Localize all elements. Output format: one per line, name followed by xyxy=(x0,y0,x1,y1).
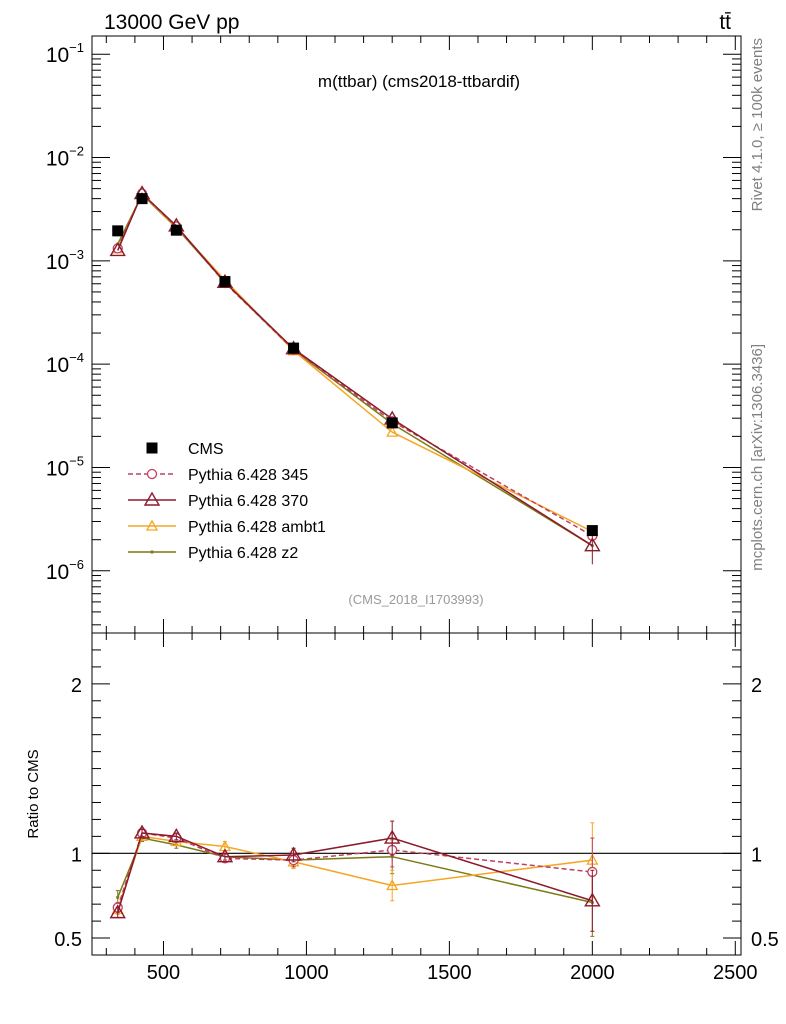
ratio-point-pythia-6-428-370 xyxy=(285,846,302,861)
main-y-tick-exponent: −3 xyxy=(69,247,84,262)
ratio-point-pythia-6-428-ambt1 xyxy=(386,879,399,891)
main-y-tick-exponent: −4 xyxy=(69,350,84,365)
ratio-point-pythia-6-428-370 xyxy=(168,827,185,843)
ratio-point-pythia-6-428-370 xyxy=(383,829,401,844)
main-y-tick-exponent: −5 xyxy=(69,453,84,468)
legend-label-cms: CMS xyxy=(188,441,224,458)
legend-label-pythia-6-428-ambt1: Pythia 6.428 ambt1 xyxy=(188,519,326,536)
energy-label: 13000 GeV pp xyxy=(104,11,239,34)
ratio-y-tick-label: 0.5 xyxy=(54,929,82,951)
main-axis-ticks: 10−1 10−2 10−3 10−4 10−5 10−6 xyxy=(46,36,741,633)
main-point-cms xyxy=(219,276,231,288)
ratio-x-tick-label: 1500 xyxy=(427,962,472,984)
ratio-point-pythia-6-428-370 xyxy=(109,904,126,919)
main-point-cms xyxy=(112,225,124,237)
main-point-cms xyxy=(586,525,598,537)
process-label: tt̄ xyxy=(719,11,731,34)
ratio-point-pythia-6-428-z2 xyxy=(116,895,120,899)
legend-marker-cms xyxy=(146,442,158,454)
main-series-group xyxy=(109,185,601,565)
main-y-tick-label: 10−4 xyxy=(46,350,84,377)
legend-marker-pythia-6-428-z2 xyxy=(150,550,154,554)
mcplots-label: mcplots.cern.ch [arXiv:1306.3436] xyxy=(749,344,766,571)
legend: CMS Pythia 6.428 345 Pythia 6.428 370 Pythi… xyxy=(128,441,326,562)
main-point-pythia-6-428-370 xyxy=(109,242,126,257)
ratio-y-label: Ratio to CMS xyxy=(25,749,42,838)
legend-marker-pythia-6-428-345 xyxy=(146,468,158,480)
main-point-cms xyxy=(170,224,182,236)
ratio-y-tick-label-right: 1 xyxy=(751,844,762,866)
ratio-series-line-pythia-6-428-z2 xyxy=(117,837,593,904)
main-y-tick-label: 10−3 xyxy=(46,247,84,274)
ratio-x-tick-label: 500 xyxy=(147,962,180,984)
main-y-tick-exponent: −1 xyxy=(69,40,84,55)
main-y-tick-exponent: −6 xyxy=(69,557,84,572)
legend-label-pythia-6-428-z2: Pythia 6.428 z2 xyxy=(188,545,298,562)
ratio-point-pythia-6-428-370 xyxy=(216,848,234,863)
legend-label-pythia-6-428-370: Pythia 6.428 370 xyxy=(188,493,308,510)
ratio-x-tick-label: 1000 xyxy=(284,962,329,984)
legend-label-pythia-6-428-345: Pythia 6.428 345 xyxy=(188,467,308,484)
ratio-series-line-pythia-6-428-370 xyxy=(117,832,593,913)
main-panel-frame xyxy=(91,35,742,634)
main-point-cms xyxy=(136,193,148,205)
ratio-point-pythia-6-428-370 xyxy=(584,892,601,907)
legend-marker-pythia-6-428-ambt1 xyxy=(145,519,159,531)
ratio-x-tick-label: 2000 xyxy=(570,962,615,984)
main-series-line-pythia-6-428-345 xyxy=(117,192,593,537)
ratio-y-tick-label-right: 2 xyxy=(751,675,762,697)
legend-marker-pythia-6-428-370 xyxy=(143,491,161,506)
chart-title: m(ttbar) (cms2018-ttbardif) xyxy=(318,72,520,91)
ratio-series-group xyxy=(109,820,601,937)
ratio-y-tick-label: 1 xyxy=(71,844,82,866)
ratio-panel-frame xyxy=(91,632,742,956)
ratio-x-tick-label: 2500 xyxy=(713,962,758,984)
ratio-point-pythia-6-428-370 xyxy=(133,824,151,839)
main-y-tick-exponent: −2 xyxy=(69,144,84,159)
analysis-label: (CMS_2018_I1703993) xyxy=(348,592,483,607)
main-point-cms xyxy=(288,342,300,354)
main-y-tick-label: 10−1 xyxy=(46,40,84,67)
ratio-axis-ticks: 500 1000 1500 2000 2500 0.5 0.5 1 1 2 2 xyxy=(54,632,779,984)
ratio-y-tick-label-right: 0.5 xyxy=(751,929,779,951)
main-point-cms xyxy=(386,417,398,429)
main-point-pythia-6-428-ambt1 xyxy=(386,425,399,437)
main-point-pythia-6-428-370 xyxy=(584,537,601,552)
rivet-label: Rivet 4.1.0, ≥ 100k events xyxy=(749,38,766,211)
main-y-tick-label: 10−6 xyxy=(46,557,84,584)
ratio-y-tick-label: 2 xyxy=(71,675,82,697)
main-y-tick-label: 10−2 xyxy=(46,144,84,171)
main-y-tick-label: 10−5 xyxy=(46,453,84,480)
